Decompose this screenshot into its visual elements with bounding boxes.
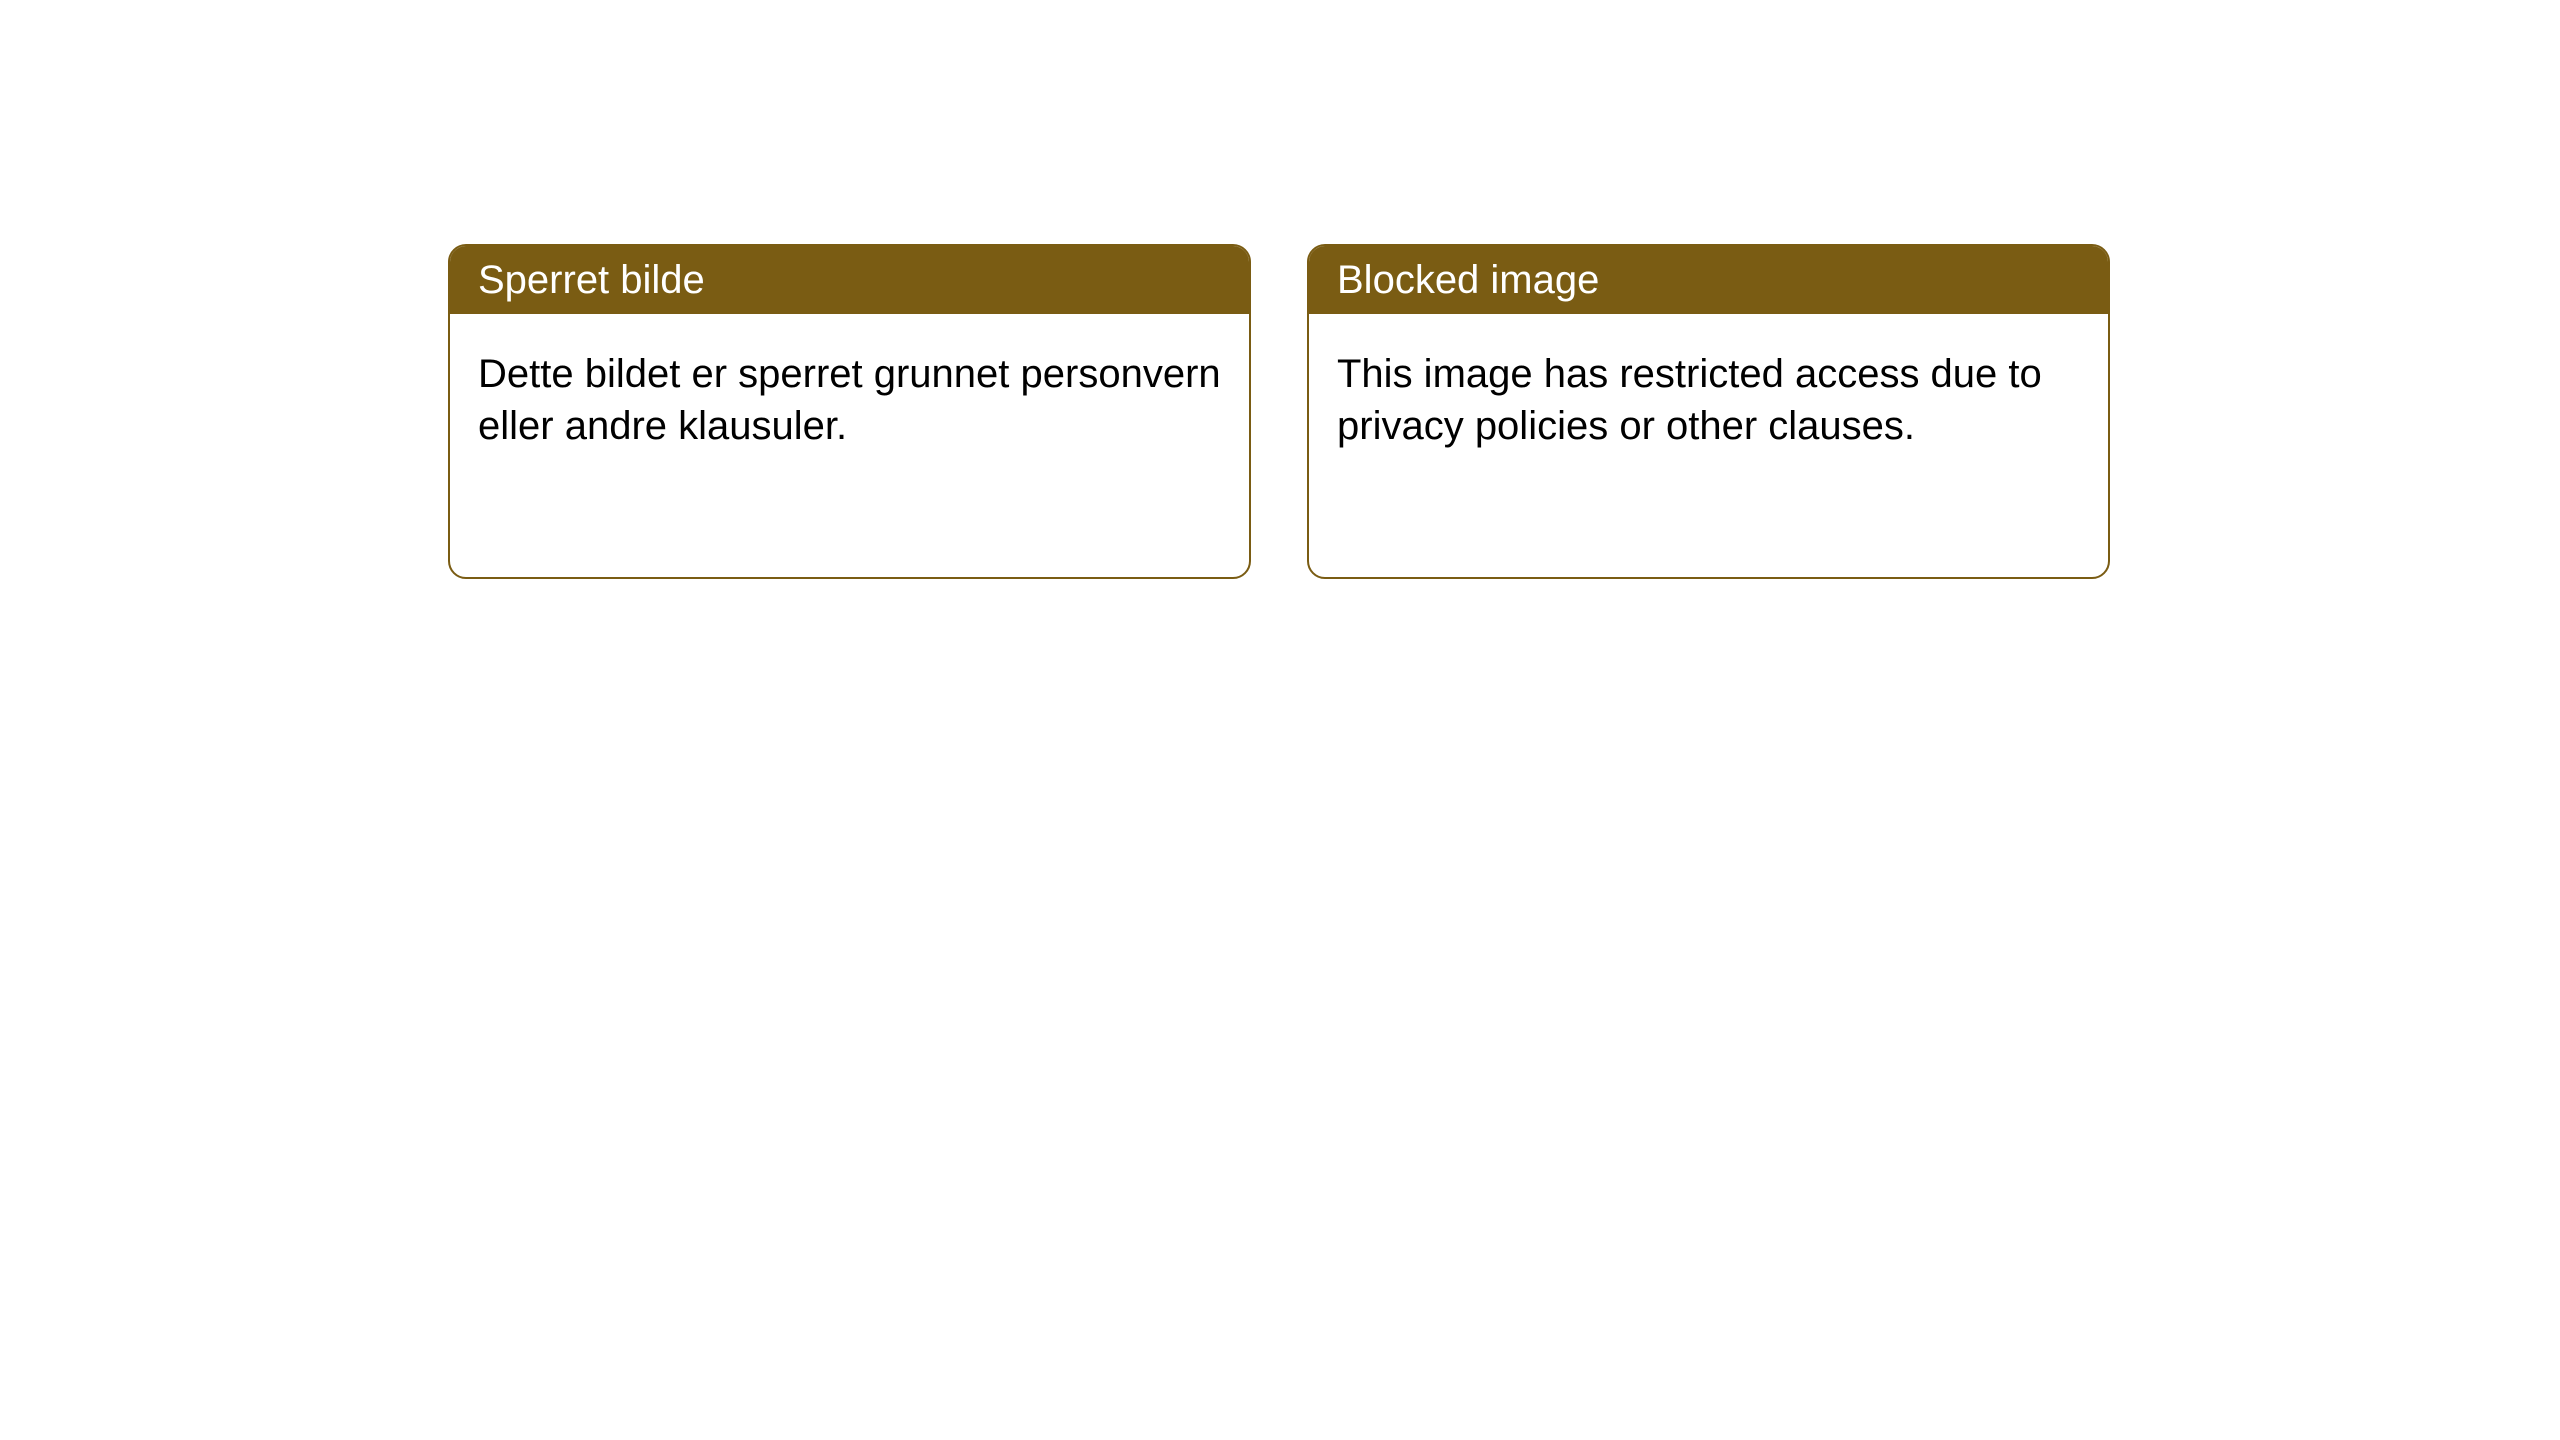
notice-body: This image has restricted access due to … xyxy=(1309,314,2108,486)
notice-card-norwegian: Sperret bilde Dette bildet er sperret gr… xyxy=(448,244,1251,579)
notice-message: This image has restricted access due to … xyxy=(1337,352,2042,448)
notice-card-english: Blocked image This image has restricted … xyxy=(1307,244,2110,579)
notice-title: Blocked image xyxy=(1337,258,1599,302)
notice-body: Dette bildet er sperret grunnet personve… xyxy=(450,314,1249,486)
notice-container: Sperret bilde Dette bildet er sperret gr… xyxy=(0,0,2560,579)
notice-header: Blocked image xyxy=(1309,246,2108,314)
notice-message: Dette bildet er sperret grunnet personve… xyxy=(478,352,1221,448)
notice-header: Sperret bilde xyxy=(450,246,1249,314)
notice-title: Sperret bilde xyxy=(478,258,705,302)
